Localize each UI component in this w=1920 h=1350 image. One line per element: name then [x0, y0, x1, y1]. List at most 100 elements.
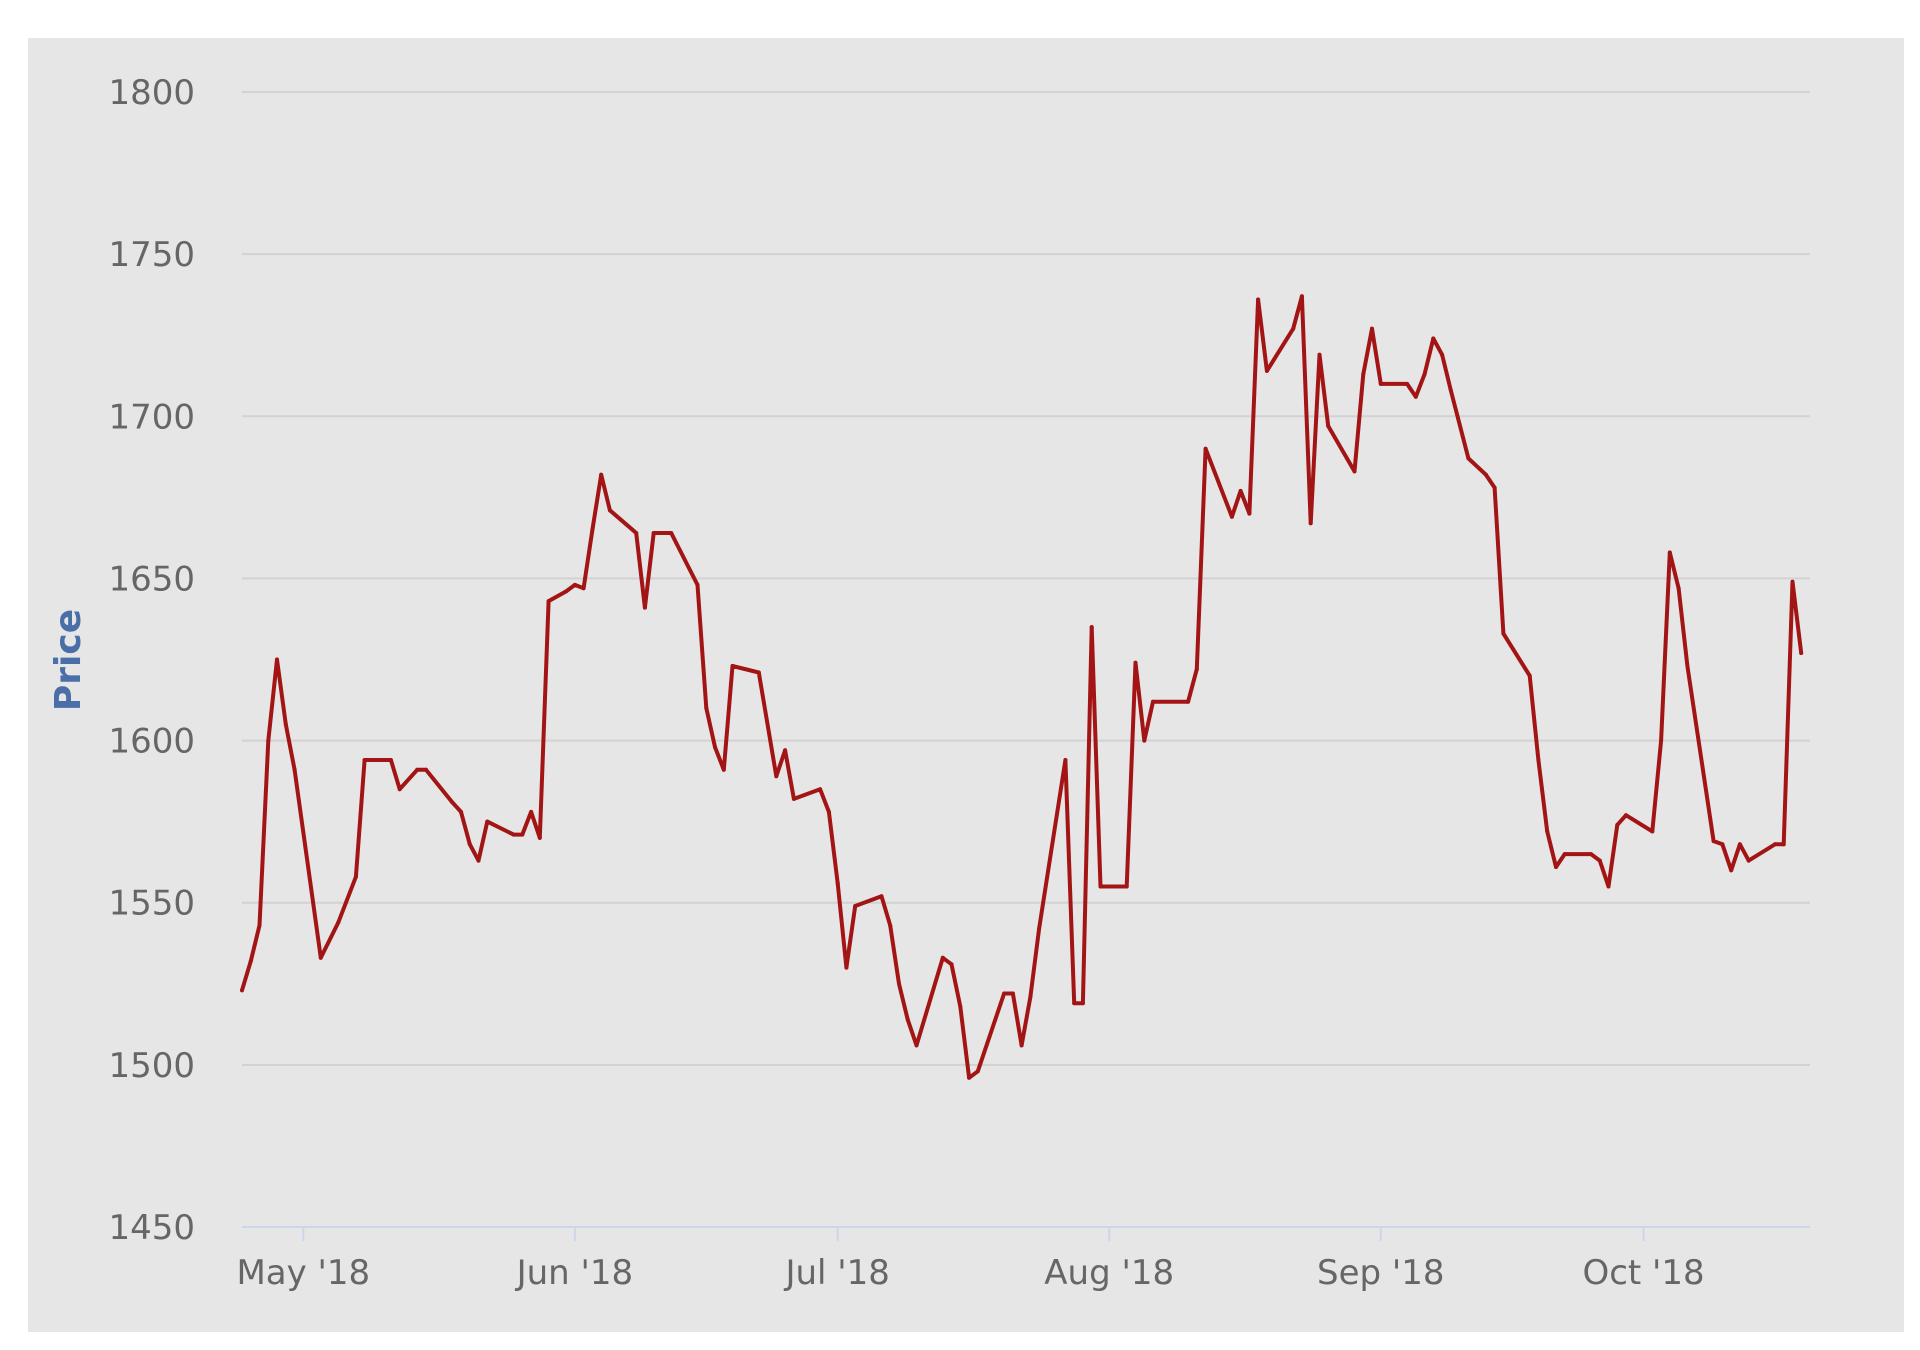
- data-point: [1448, 388, 1453, 393]
- data-point: [853, 904, 858, 908]
- data-point: [791, 796, 796, 801]
- data-point: [1247, 511, 1252, 516]
- data-point: [1729, 868, 1734, 873]
- data-point: [424, 767, 428, 772]
- data-point: [1720, 842, 1725, 847]
- data-point: [1790, 579, 1795, 584]
- data-point: [1019, 1043, 1024, 1048]
- y-tick-label: 1600: [108, 722, 195, 762]
- data-point: [1326, 424, 1331, 428]
- data-point: [1562, 852, 1567, 857]
- x-tick-label: Oct '18: [1582, 1253, 1704, 1293]
- data-point: [1124, 884, 1129, 889]
- data-point: [1072, 1001, 1077, 1006]
- data-point: [248, 959, 253, 964]
- data-point: [1264, 368, 1269, 373]
- data-point: [1089, 625, 1094, 630]
- x-tick-label: Jul '18: [783, 1253, 889, 1293]
- data-point: [607, 508, 612, 513]
- data-point: [967, 1075, 972, 1080]
- data-point: [1063, 758, 1068, 762]
- data-point: [1378, 381, 1383, 386]
- data-point: [581, 586, 586, 591]
- plot-background: [28, 38, 1904, 1332]
- data-point: [564, 589, 569, 594]
- data-point: [529, 809, 534, 814]
- data-point: [721, 767, 726, 772]
- data-point: [1685, 664, 1690, 668]
- data-point: [1291, 326, 1296, 331]
- data-point: [599, 472, 604, 477]
- data-point: [1370, 326, 1374, 331]
- data-point: [1238, 488, 1243, 493]
- data-point: [1667, 550, 1672, 555]
- data-point: [485, 819, 490, 824]
- data-point: [397, 787, 402, 792]
- data-point: [1501, 631, 1506, 636]
- data-point: [975, 1069, 980, 1074]
- data-point: [1203, 446, 1208, 451]
- data-point: [1361, 372, 1366, 377]
- data-point: [1536, 758, 1541, 762]
- data-point: [879, 894, 884, 899]
- data-point: [1431, 336, 1436, 341]
- data-point: [1711, 839, 1716, 844]
- y-tick-label: 1800: [108, 73, 195, 113]
- data-point: [590, 527, 595, 532]
- data-point: [1186, 699, 1191, 704]
- y-tick-label: 1550: [108, 884, 195, 924]
- data-point: [467, 842, 472, 847]
- data-point: [353, 874, 358, 879]
- data-point: [704, 706, 709, 711]
- data-point: [826, 809, 831, 814]
- data-point: [1659, 738, 1664, 743]
- data-point: [713, 745, 717, 750]
- data-point: [1440, 352, 1445, 357]
- data-point: [1606, 884, 1611, 889]
- data-point: [634, 531, 639, 535]
- y-axis-title: Price: [48, 609, 89, 711]
- data-point: [1746, 858, 1751, 863]
- data-point: [546, 599, 551, 604]
- data-point: [1308, 521, 1313, 526]
- data-point: [835, 881, 840, 886]
- y-tick-label: 1750: [108, 235, 195, 275]
- data-point: [756, 670, 761, 675]
- data-point: [1773, 842, 1777, 847]
- data-point: [1142, 738, 1147, 743]
- data-point: [669, 531, 674, 535]
- x-tick-label: May '18: [236, 1253, 370, 1293]
- data-point: [476, 858, 481, 863]
- data-point: [283, 722, 288, 727]
- data-point: [730, 664, 735, 668]
- gridlines: [242, 91, 1810, 1066]
- data-point: [266, 738, 271, 743]
- data-point: [318, 955, 323, 960]
- data-point: [1781, 842, 1786, 847]
- data-point: [1002, 991, 1007, 996]
- data-point: [1589, 852, 1593, 857]
- data-point: [1133, 660, 1138, 665]
- data-point: [292, 767, 297, 772]
- data-point: [888, 923, 893, 928]
- data-point: [940, 955, 945, 960]
- data-point: [1405, 381, 1410, 386]
- data-point: [1422, 372, 1427, 377]
- data-point: [695, 582, 700, 587]
- y-tick-label: 1450: [108, 1208, 195, 1248]
- data-point: [275, 657, 279, 662]
- data-point: [1624, 813, 1628, 818]
- x-tick-label: Sep '18: [1317, 1253, 1445, 1293]
- data-point: [1615, 822, 1620, 827]
- data-point: [336, 920, 341, 925]
- data-point: [1299, 294, 1304, 299]
- data-point: [1151, 699, 1155, 704]
- data-point: [459, 809, 463, 814]
- data-point: [1527, 673, 1532, 678]
- data-point: [1229, 514, 1234, 519]
- data-point: [1037, 926, 1042, 931]
- data-point: [1676, 586, 1681, 591]
- data-point: [415, 767, 420, 772]
- data-point: [1554, 865, 1558, 869]
- data-point: [1492, 485, 1497, 490]
